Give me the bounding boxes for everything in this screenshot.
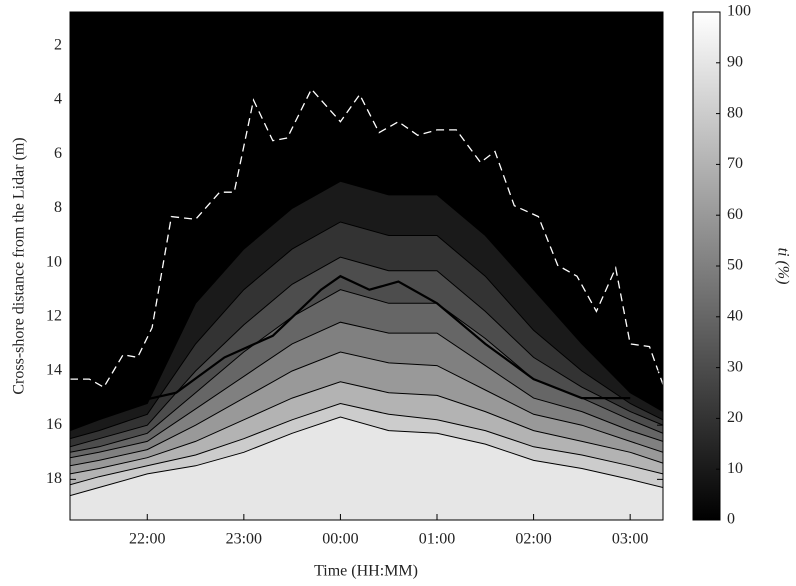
contour-line: [70, 351, 663, 467]
contour-band: [70, 417, 663, 520]
series-line: [79, 274, 631, 421]
y-tick-label: 8: [54, 199, 62, 216]
colorbar-tick-label: 0: [727, 511, 735, 528]
x-tick-label: 22:00: [129, 531, 165, 548]
colorbar-tick-label: 20: [727, 409, 743, 426]
colorbar-tick-label: 70: [727, 155, 743, 172]
y-tick-label: 6: [54, 145, 62, 162]
series-line: [70, 88, 663, 389]
contour-line: [70, 416, 663, 497]
colorbar-tick-label: 10: [727, 460, 743, 477]
contour-line: [70, 221, 663, 440]
y-tick-label: 2: [54, 37, 62, 54]
contour-line: [70, 321, 663, 459]
contour-line: [70, 180, 663, 432]
y-axis-label: Cross-shore distance from the Lidar (m): [11, 137, 28, 394]
y-tick-label: 18: [46, 470, 62, 487]
contour-line: [70, 256, 663, 448]
colorbar-tick-label: 80: [727, 104, 743, 121]
colorbar-tick-label: 30: [727, 358, 743, 375]
y-tick-label: 14: [46, 362, 62, 379]
colorbar-tick-label: 60: [727, 206, 743, 223]
colorbar-tick-label: 50: [727, 257, 743, 274]
contour-line: [70, 402, 663, 486]
axes-frame: [69, 11, 664, 521]
y-tick-label: 16: [46, 416, 62, 433]
y-tick-label: 12: [46, 307, 62, 324]
x-tick-label: 01:00: [419, 531, 455, 548]
colorbar-tick-label: 40: [727, 307, 743, 324]
plot-area: [70, 12, 663, 520]
x-tick-label: 03:00: [612, 531, 648, 548]
x-tick-label: 23:00: [226, 531, 262, 548]
x-axis-label: Time (HH:MM): [314, 563, 418, 580]
colorbar-tick-label: 100: [727, 3, 751, 20]
y-tick-label: 10: [46, 253, 62, 270]
colorbar-label: ti (%): [774, 248, 791, 285]
contour-line: [70, 381, 663, 475]
colorbar: [692, 11, 721, 521]
x-tick-label: 00:00: [322, 531, 358, 548]
colorbar-tick-label: 90: [727, 53, 743, 70]
x-tick-label: 02:00: [515, 531, 551, 548]
y-tick-label: 4: [54, 91, 62, 108]
